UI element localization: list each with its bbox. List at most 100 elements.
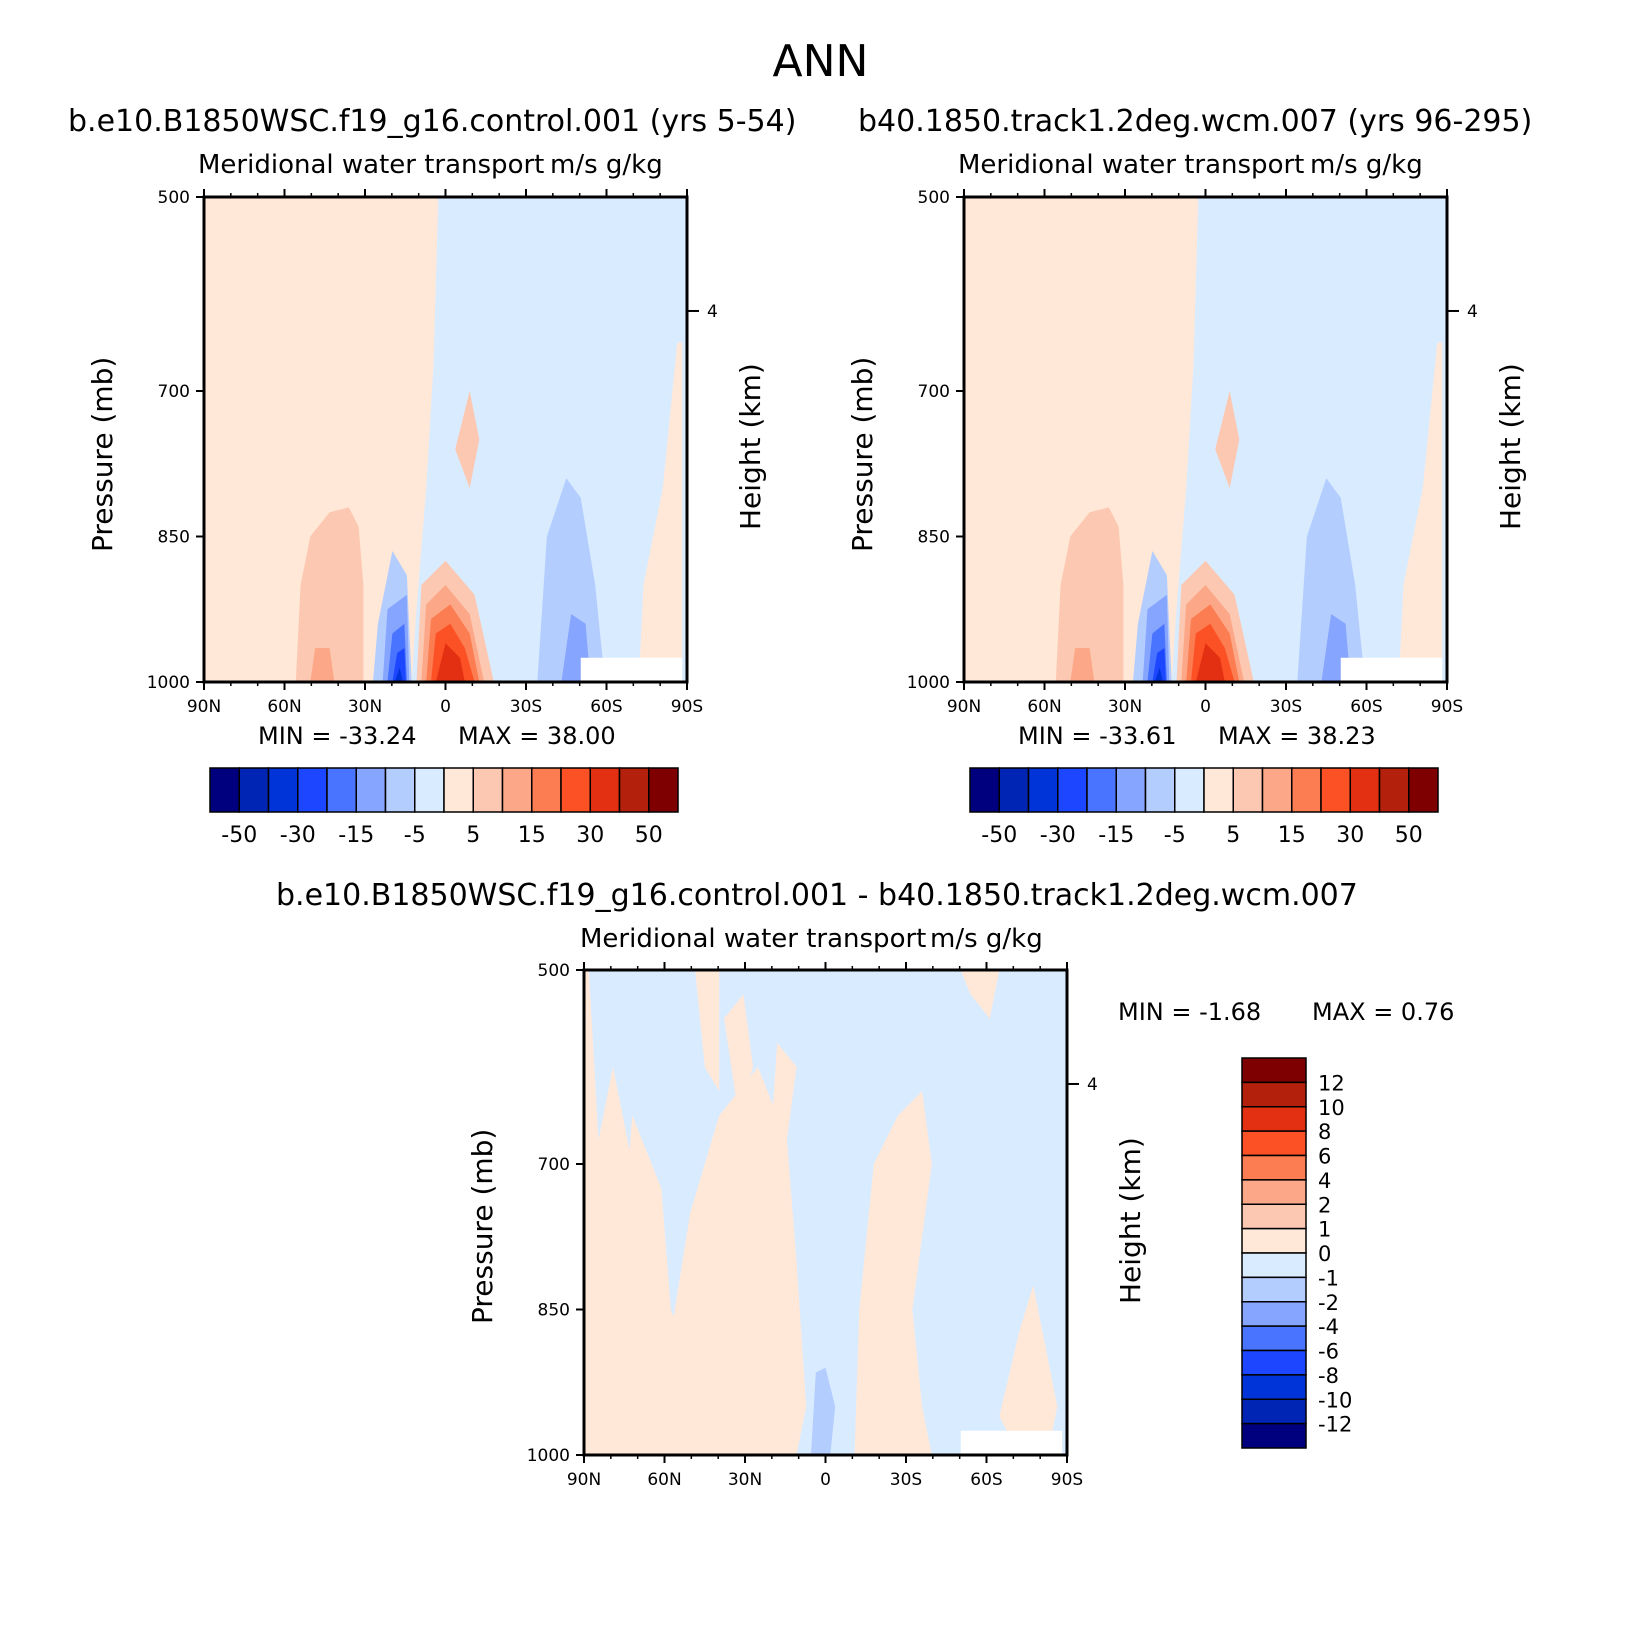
panel-c-colorbar-swatch-7: [1241, 1227, 1307, 1254]
panel-a-colorbar-swatch-4: [326, 767, 357, 813]
panel-b-xtick-label-2: 30N: [1108, 697, 1142, 717]
panel-c-colorbar-label-5: 2: [1318, 1193, 1331, 1217]
panel-a-colorbar-swatch-12: [560, 767, 591, 813]
panel-a-colorbar-swatch-6: [384, 767, 416, 813]
panel-a-contour-2: [310, 648, 335, 682]
panel-b-colorbar-swatch-0: [969, 767, 1000, 813]
panel-a-colorbar-label-6: 30: [576, 823, 604, 848]
panel-c-colorbar-swatch-4: [1241, 1154, 1307, 1181]
panel-a-xtick-label-6: 90S: [671, 697, 703, 717]
panel-b-contour-12: [1195, 643, 1225, 682]
panel-b-colorbar-swatch-9: [1232, 767, 1264, 813]
panel-c-contour-3: [695, 970, 720, 1092]
panel-a-xtick-label-5: 60S: [590, 697, 622, 717]
panel-b-colorbar-swatch-12: [1320, 767, 1351, 813]
panel-c-contour-7: [960, 970, 1000, 1019]
panel-b-xtick-label-3: 0: [1200, 697, 1211, 717]
panel-a-contour-12: [435, 643, 465, 682]
panel-b-contour-7: [1154, 667, 1163, 682]
panel-a-contour-13: [455, 391, 480, 488]
panel-c-min: MIN = -1.68: [1118, 998, 1262, 1026]
main-title: ANN: [772, 36, 869, 87]
panel-c-colorbar-label-3: 6: [1318, 1145, 1331, 1169]
panel-c-missing-region: [960, 1430, 1063, 1455]
panel-a-contour-0: [204, 197, 439, 682]
panel-c-colorbar-swatch-8: [1241, 1252, 1307, 1279]
panel-b-colorbar-swatch-4: [1086, 767, 1117, 813]
panel-c-colorbar-label-4: 4: [1318, 1169, 1331, 1193]
panel-b-xtick-label-0: 90N: [947, 697, 981, 717]
panel-c-colorbar-swatch-11: [1241, 1325, 1307, 1352]
panel-b-contour-16: [1398, 342, 1443, 682]
panel-c-colorbar-swatch-10: [1241, 1301, 1307, 1327]
panel-b-xtick-label-6: 90S: [1431, 697, 1463, 717]
panel-b-xtick-label-1: 60N: [1027, 697, 1061, 717]
panel-b-subtitle-right: m/s g/kg: [1310, 150, 1423, 180]
panel-b-contour-14: [1297, 478, 1365, 682]
panel-c-ytick-label-1: 700: [538, 1155, 570, 1175]
panel-a-contour-1: [295, 507, 364, 682]
panel-c-colorbar-label-1: 10: [1318, 1096, 1345, 1120]
panel-c-colorbar-label-14: -12: [1318, 1413, 1352, 1437]
panel-b-ytick-label-0: 500: [918, 188, 950, 208]
panel-b-colorbar-label-1: -30: [1040, 823, 1076, 848]
panel-c-title: b.e10.B1850WSC.f19_g16.control.001 - b40…: [276, 878, 1358, 913]
panel-c-max: MAX = 0.76: [1312, 998, 1455, 1026]
panel-a-colorbar-label-3: -5: [404, 823, 426, 848]
panel-c-colorbar-swatch-14: [1241, 1398, 1307, 1425]
panel-b-colorbar-swatch-10: [1261, 767, 1293, 813]
panel-a-colorbar-label-4: 5: [466, 823, 480, 848]
panel-b-colorbar-label-0: -50: [981, 823, 1017, 848]
panel-c-colorbar-swatch-1: [1241, 1081, 1307, 1108]
panel-a-contour-14: [537, 478, 605, 682]
panel-c-contour-9: [811, 1367, 836, 1455]
panel-a-max: MAX = 38.00: [458, 722, 616, 750]
panel-b-contour-0: [964, 197, 1199, 682]
panel-c-subtitle-right: m/s g/kg: [930, 924, 1043, 954]
panel-c-colorbar-label-2: 8: [1318, 1120, 1331, 1144]
panel-c-colorbar-label-0: 12: [1318, 1071, 1345, 1095]
panel-c-contour-4: [724, 994, 753, 1116]
panel-a-subtitle-right: m/s g/kg: [550, 150, 663, 180]
panel-c-colorbar-label-8: -1: [1318, 1266, 1339, 1290]
panel-a-xtick-label-0: 90N: [187, 697, 221, 717]
panel-b-missing-region: [1340, 657, 1443, 682]
panel-a-colorbar-label-1: -30: [280, 823, 316, 848]
panel-b-colorbar-swatch-11: [1291, 767, 1322, 813]
panel-b-contour-6: [1152, 648, 1166, 682]
panel-c-colorbar-label-7: 0: [1318, 1242, 1331, 1266]
panel-c-colorbar-swatch-15: [1241, 1422, 1307, 1449]
panel-c-contour-8: [999, 1285, 1058, 1436]
panel-c-xtick-label-4: 30S: [890, 1470, 922, 1490]
panel-c-subtitle-left: Meridional water transport: [580, 924, 927, 954]
panel-c-colorbar-swatch-6: [1241, 1203, 1307, 1230]
panel-c-colorbar-swatch-13: [1241, 1374, 1307, 1400]
panel-c-colorbar-label-9: -2: [1318, 1291, 1339, 1315]
panel-c-colorbar-label-6: 1: [1318, 1218, 1331, 1242]
panel-a-colorbar-label-2: -15: [338, 823, 374, 848]
panel-b-subtitle-left: Meridional water transport: [958, 150, 1305, 180]
panel-c-right-tick-label: 4: [1087, 1075, 1098, 1095]
panel-a-colorbar-swatch-1: [238, 767, 270, 813]
panel-a-xtick-label-2: 30N: [348, 697, 382, 717]
panel-a-title: b.e10.B1850WSC.f19_g16.control.001 (yrs …: [68, 104, 797, 139]
panel-c-xtick-label-6: 90S: [1051, 1470, 1083, 1490]
panel-a-colorbar-swatch-9: [472, 767, 504, 813]
panel-a-contour-6: [392, 648, 406, 682]
panel-a-colorbar-label-5: 15: [518, 823, 546, 848]
panel-a-missing-region: [580, 657, 683, 682]
panel-b-contour-2: [1070, 648, 1095, 682]
panel-b-min: MIN = -33.61: [1018, 722, 1177, 750]
panel-b-right-tick-label: 4: [1467, 302, 1478, 322]
panel-c-ytick-label-0: 500: [538, 961, 570, 981]
panel-c-colorbar-swatch-3: [1241, 1130, 1307, 1157]
panel-b-colorbar-swatch-5: [1115, 767, 1147, 813]
panel-c-colorbar-label-13: -10: [1318, 1388, 1352, 1412]
panel-a-colorbar-label-7: 50: [635, 823, 663, 848]
panel-a-ytick-label-2: 850: [158, 528, 190, 548]
panel-c-xtick-label-3: 0: [820, 1470, 831, 1490]
panel-a-right-tick-label: 4: [707, 302, 718, 322]
panel-b-xtick-label-4: 30S: [1270, 697, 1302, 717]
